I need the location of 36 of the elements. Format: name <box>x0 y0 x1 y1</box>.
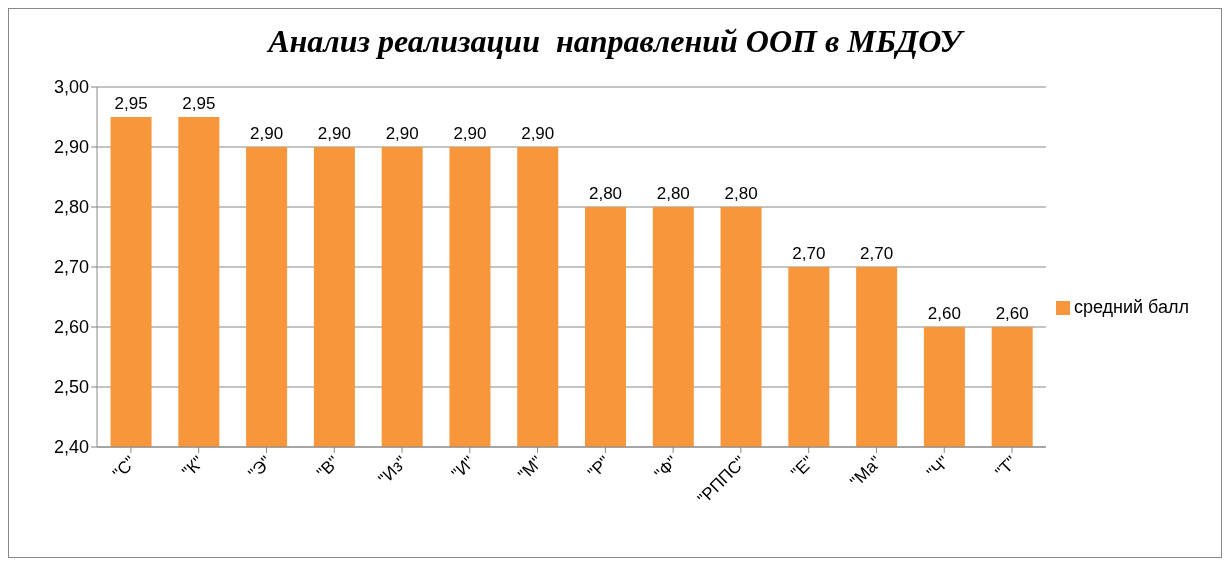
data-label: 2,60 <box>927 304 961 323</box>
x-tick-label: "М" <box>514 452 547 485</box>
x-tick-label: "Ф" <box>650 452 682 484</box>
x-tick-label: "К" <box>178 452 208 482</box>
data-label: 2,80 <box>724 184 758 203</box>
y-tick-label: 3,00 <box>53 77 89 98</box>
data-label: 2,95 <box>114 94 148 113</box>
chart-title: Анализ реализации направлений ООП в МБДОУ <box>265 23 966 61</box>
y-tick-label: 2,60 <box>53 317 89 338</box>
data-label: 2,95 <box>182 94 216 113</box>
legend-label: средний балл <box>1073 296 1189 317</box>
y-tick-label: 2,90 <box>53 137 89 158</box>
x-tick-label: "Е" <box>787 452 818 483</box>
x-tick-label: "Ма" <box>846 452 886 492</box>
data-label: 2,90 <box>317 124 351 143</box>
x-tick-label: "Из" <box>374 452 411 489</box>
x-tick-label: "С" <box>109 452 140 484</box>
x-tick-label: "Э" <box>244 452 276 484</box>
data-label: 2,60 <box>995 304 1029 323</box>
data-label: 2,90 <box>521 124 555 143</box>
data-label: 2,90 <box>250 124 284 143</box>
x-tick-label: "Ч" <box>923 452 954 483</box>
data-label: 2,80 <box>588 184 623 203</box>
y-tick-label: 2,80 <box>53 197 89 218</box>
x-tick-label: "И" <box>448 452 479 484</box>
y-tick-label: 2,40 <box>53 437 89 458</box>
y-tick-label: 2,50 <box>53 377 89 398</box>
y-tick-label: 2,70 <box>53 257 89 278</box>
data-label: 2,90 <box>453 124 487 143</box>
x-tick-label: "В" <box>313 452 344 483</box>
x-tick-label: "Т" <box>991 452 1021 482</box>
data-label: 2,90 <box>385 124 419 143</box>
data-label: 2,80 <box>656 184 690 203</box>
data-label: 2,70 <box>792 244 826 263</box>
data-label: 2,70 <box>860 244 894 263</box>
x-tick-label: "Р" <box>584 452 615 483</box>
